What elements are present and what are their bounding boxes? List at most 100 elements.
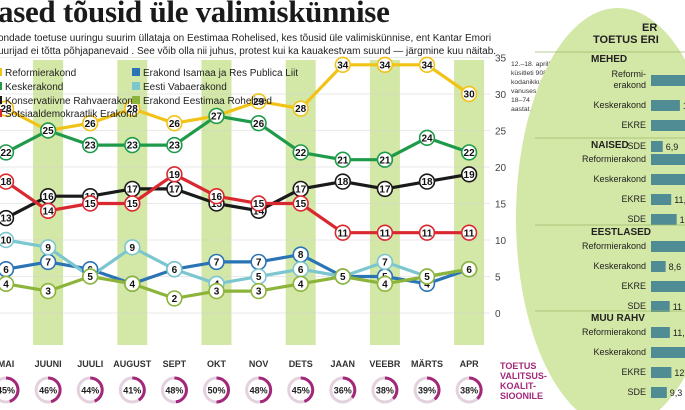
sidebar-group-title: MEHED xyxy=(591,54,627,65)
coalition-ring-arc xyxy=(384,376,399,400)
point-marker-sotsiaaldemokraatlik-erakond xyxy=(376,224,394,241)
point-marker-sotsiaaldemokraatlik-erakond xyxy=(124,195,141,212)
y-tick-label: 5 xyxy=(495,273,501,284)
data-label-erakond-isamaa-ja-res-publica-liit: 8 xyxy=(298,250,304,261)
data-label-sotsiaaldemokraatlik-erakond: 18 xyxy=(0,177,12,188)
x-tick-label: JUUNI xyxy=(35,359,62,369)
point-marker-keskerakond xyxy=(208,107,225,125)
x-tick-label: APR xyxy=(460,359,480,369)
data-label-erakond-isamaa-ja-res-publica-liit: 4 xyxy=(424,279,430,290)
point-marker-eesti-vabaerakond xyxy=(376,253,394,271)
data-label-reformierakond: 34 xyxy=(421,60,433,71)
data-label-keskerakond: 24 xyxy=(421,133,433,144)
legend-swatch xyxy=(0,82,2,90)
coalition-value-label: 46% xyxy=(39,386,57,396)
coalition-ring-arc xyxy=(300,376,315,403)
point-marker-sotsiaaldemokraatlik-erakond xyxy=(166,166,183,183)
data-label-reformierakond: 26 xyxy=(169,119,181,130)
point-marker-erakond-eestimaa-rohelised xyxy=(124,275,141,292)
legend-label: Eesti Vabaerakond xyxy=(143,82,227,93)
sidebar-group-title: MUU RAHV xyxy=(591,313,645,324)
point-marker-reformierakond xyxy=(292,100,309,117)
legend-label: Erakond Isamaa ja Res Publica Liit xyxy=(143,68,298,79)
point-marker-sotsiaaldemokraatlik-erakond xyxy=(0,173,15,190)
data-label-keskerakond: 21 xyxy=(337,155,349,166)
data-label-konservatiivne-rahvaerakond: 15 xyxy=(211,199,223,210)
sidebar-title-line: TOETUS ERI xyxy=(593,34,659,46)
sidebar-title-line: ER xyxy=(642,22,657,34)
survey-note-line: 18–74 xyxy=(511,97,530,104)
point-marker-erakond-isamaa-ja-res-publica-liit xyxy=(208,253,225,271)
x-tick-label: JAAN xyxy=(331,359,356,369)
x-tick-label: AUGUST xyxy=(113,359,152,369)
point-marker-keskerakond xyxy=(0,144,15,161)
sidebar-bar-value: 12 xyxy=(674,368,684,378)
sidebar-bar xyxy=(651,154,685,165)
point-marker-keskerakond xyxy=(376,151,394,168)
point-marker-keskerakond xyxy=(166,136,183,154)
data-label-erakond-eestimaa-rohelised: 3 xyxy=(45,287,51,298)
data-label-reformierakond: 29 xyxy=(253,97,265,108)
point-marker-sotsiaaldemokraatlik-erakond xyxy=(292,195,309,212)
sidebar-row-label: Keskerakond xyxy=(593,261,646,271)
legend: Reformierakond Keskerakond Konservatiivne … xyxy=(0,68,298,120)
coalition-caption-line: KOALIT- xyxy=(500,381,536,391)
data-label-sotsiaaldemokraatlik-erakond: 14 xyxy=(43,206,55,217)
coalition-ring-arc xyxy=(426,376,441,401)
data-label-reformierakond: 28 xyxy=(0,104,12,115)
x-tick-label: DETS xyxy=(289,359,313,369)
point-marker-reformierakond xyxy=(334,56,351,74)
data-label-erakond-isamaa-ja-res-publica-liit: 7 xyxy=(214,258,220,269)
coalition-value-label: 45% xyxy=(292,386,310,396)
legend-swatch xyxy=(132,82,140,90)
data-label-sotsiaaldemokraatlik-erakond: 11 xyxy=(422,228,433,239)
point-marker-sotsiaaldemokraatlik-erakond xyxy=(39,202,57,220)
point-marker-reformierakond xyxy=(0,100,15,117)
data-label-konservatiivne-rahvaerakond: 19 xyxy=(464,170,476,181)
point-marker-eesti-vabaerakond xyxy=(124,239,141,256)
sidebar-bar xyxy=(651,281,685,292)
data-label-erakond-isamaa-ja-res-publica-liit: 6 xyxy=(3,265,9,276)
data-label-eesti-vabaerakond: 5 xyxy=(256,272,262,283)
legend-label: Konservatiivne Rahvaerakond xyxy=(5,96,138,107)
data-label-konservatiivne-rahvaerakond: 14 xyxy=(253,206,265,217)
data-label-reformierakond: 34 xyxy=(337,60,349,71)
survey-note: 12.–18. aprillil küsitleti 908 kodanikku va… xyxy=(511,61,553,113)
sidebar-row-label: Reformierakond xyxy=(582,241,646,251)
coalition-value-label: 45% xyxy=(0,386,15,396)
legend-swatch xyxy=(0,109,2,117)
sidebar-bar-value: 8,6 xyxy=(669,262,682,272)
coalition-ring-arc xyxy=(342,376,357,399)
coalition-value-label: 38% xyxy=(376,386,394,396)
point-marker-keskerakond xyxy=(124,136,141,154)
x-tick-label: SEPT xyxy=(163,359,187,369)
data-label-keskerakond: 26 xyxy=(253,119,265,130)
data-label-sotsiaaldemokraatlik-erakond: 15 xyxy=(127,199,139,210)
data-label-keskerakond: 22 xyxy=(295,148,307,159)
sidebar-row-label: SDE xyxy=(627,301,646,311)
point-marker-eesti-vabaerakond xyxy=(0,231,15,249)
data-label-keskerakond: 21 xyxy=(379,155,391,166)
y-tick-label: 15 xyxy=(495,200,507,211)
data-label-keskerakond: 23 xyxy=(127,141,139,152)
point-marker-reformierakond xyxy=(166,114,183,132)
data-label-keskerakond: 27 xyxy=(211,112,223,123)
y-tick-label: 10 xyxy=(495,236,507,247)
point-marker-konservatiivne-rahvaerakond xyxy=(334,173,351,190)
data-label-reformierakond: 26 xyxy=(85,119,97,130)
sidebar-row-label: Reformierakond xyxy=(582,327,646,337)
data-label-erakond-eestimaa-rohelised: 4 xyxy=(3,279,9,290)
data-label-eesti-vabaerakond: 9 xyxy=(130,243,136,254)
point-marker-sotsiaaldemokraatlik-erakond xyxy=(81,195,99,212)
point-marker-konservatiivne-rahvaerakond xyxy=(460,166,478,183)
coalition-caption-line: TOETUS xyxy=(500,361,536,371)
sidebar-bar xyxy=(651,141,663,152)
data-label-konservatiivne-rahvaerakond: 16 xyxy=(43,192,55,203)
sidebar-bar xyxy=(651,174,685,185)
sidebar-row-label: SDE xyxy=(627,141,646,151)
point-marker-reformierakond xyxy=(376,56,394,74)
y-axis: 0 5 10 15 20 25 30 35 xyxy=(495,54,507,321)
data-label-sotsiaaldemokraatlik-erakond: 16 xyxy=(211,192,223,203)
